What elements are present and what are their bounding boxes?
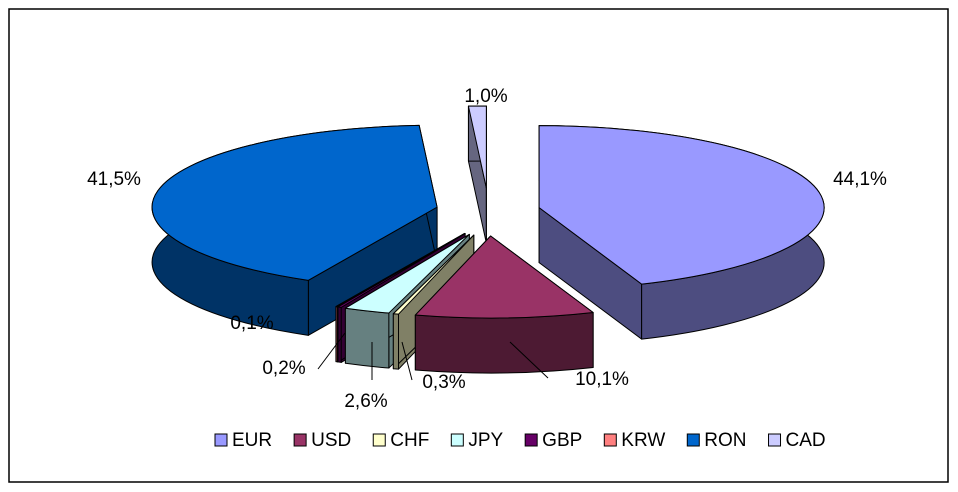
slice-top	[538, 125, 825, 285]
legend-swatch	[603, 433, 617, 447]
slice-top	[151, 124, 438, 281]
legend-swatch	[450, 433, 464, 447]
slice	[414, 235, 594, 374]
data-label: 2,6%	[344, 391, 387, 412]
slice-top	[414, 235, 594, 319]
legend-label: GBP	[542, 430, 582, 451]
legend-swatch	[524, 433, 538, 447]
data-label: 10,1%	[575, 369, 629, 390]
data-label: 41,5%	[87, 169, 141, 190]
legend-swatch	[768, 433, 782, 447]
slice	[538, 125, 825, 340]
slice-top	[344, 233, 470, 314]
slice-side	[344, 307, 390, 369]
legend-label: EUR	[232, 430, 272, 451]
legend-label: RON	[704, 430, 746, 451]
slice-top	[337, 233, 466, 308]
leader-line	[317, 332, 346, 370]
leader-line	[509, 341, 549, 379]
legend-label: KRW	[621, 430, 665, 451]
legend-swatch	[214, 433, 228, 447]
legend-swatch	[686, 433, 700, 447]
data-label: 0,1%	[230, 313, 273, 334]
data-label: 0,3%	[422, 372, 465, 393]
legend-label: CAD	[786, 430, 826, 451]
data-label: 44,1%	[833, 169, 887, 190]
slice-side	[392, 313, 400, 370]
slice-side	[335, 306, 339, 363]
legend-label: JPY	[468, 430, 503, 451]
legend-label: CHF	[390, 430, 429, 451]
legend-swatch	[293, 433, 307, 447]
data-label: 0,2%	[262, 358, 305, 379]
slice	[151, 124, 438, 336]
leader-line	[401, 341, 413, 381]
slice-side	[414, 311, 594, 374]
legend-label: USD	[311, 430, 351, 451]
data-label: 1,0%	[464, 86, 507, 107]
slice	[467, 105, 487, 244]
slice-side	[337, 306, 342, 363]
slice-top	[467, 105, 487, 189]
legend-swatch	[372, 433, 386, 447]
slice-top	[392, 234, 475, 315]
